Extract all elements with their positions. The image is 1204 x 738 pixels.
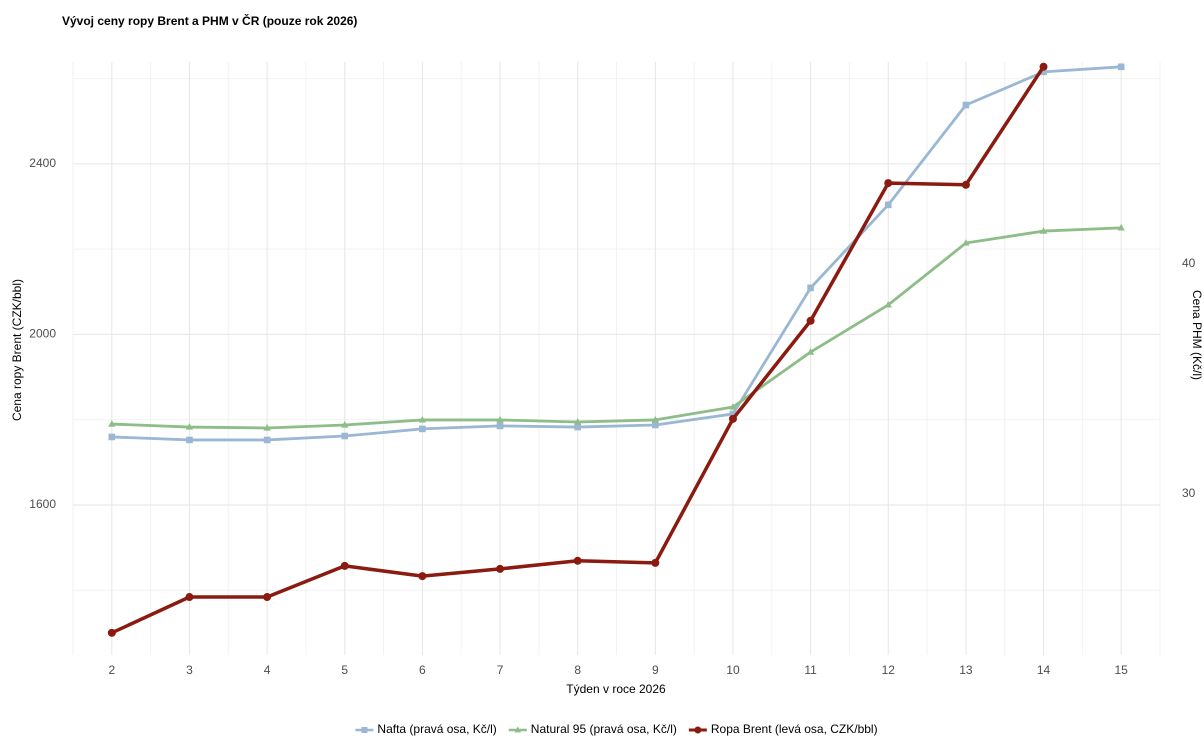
- marker: [884, 201, 892, 209]
- marker: [340, 561, 349, 570]
- marker: [108, 420, 116, 427]
- y-tick-label: 2000: [29, 327, 56, 341]
- x-tick-label: 2: [108, 663, 115, 677]
- plot: [107, 62, 1125, 637]
- marker: [806, 348, 815, 355]
- marker: [962, 239, 970, 246]
- legend-item: Nafta (pravá osa, Kč/l): [355, 722, 497, 736]
- marker: [728, 414, 737, 423]
- x-tick-label: 9: [652, 663, 659, 677]
- marker: [496, 422, 504, 430]
- marker: [263, 593, 272, 602]
- marker: [729, 410, 737, 418]
- y-axis-label: Cena ropy Brent (CZK/bbl): [10, 279, 24, 421]
- marker: [1117, 63, 1125, 71]
- marker: [496, 415, 504, 423]
- marker: [185, 423, 194, 430]
- marker: [341, 421, 349, 428]
- marker: [651, 558, 660, 567]
- marker: [729, 403, 737, 410]
- marker: [574, 418, 582, 425]
- marker: [361, 727, 368, 733]
- legend-label: Ropa Brent (levá osa, CZK/bbl): [711, 722, 878, 736]
- marker: [1117, 223, 1125, 231]
- marker: [186, 436, 193, 444]
- x-tick-label: 7: [497, 663, 504, 677]
- x-axis-label: Týden v roce 2026: [566, 682, 666, 696]
- marker: [263, 424, 271, 431]
- x-tick-label: 14: [1037, 663, 1051, 677]
- grid: 1600 2000 2400 30 40 2 3 4 5 6 7 8 9 10 11 12 13 14 15: [29, 62, 1196, 677]
- marker: [1039, 227, 1048, 234]
- marker: [108, 433, 116, 441]
- marker: [961, 180, 970, 189]
- x-tick-label: 15: [1114, 663, 1128, 677]
- series-line: [111, 226, 1122, 430]
- marker: [1040, 68, 1047, 76]
- series-line: [111, 65, 1122, 442]
- marker: [884, 179, 893, 188]
- x-tick-label: 12: [882, 663, 896, 677]
- legend-item: Ropa Brent (levá osa, CZK/bbl): [688, 722, 878, 736]
- marker: [651, 415, 659, 423]
- legend-label: Natural 95 (pravá osa, Kč/l): [531, 722, 677, 736]
- marker: [418, 415, 427, 423]
- marker: [573, 556, 582, 565]
- y2-axis-label: Cena PHM (Kč/l): [1190, 290, 1204, 380]
- marker: [652, 421, 659, 429]
- marker: [263, 436, 271, 444]
- chart-title: Vývoj ceny ropy Brent a PHM v ČR (pouze …: [62, 13, 357, 28]
- marker: [418, 572, 427, 581]
- x-tick-label: 4: [264, 663, 271, 677]
- marker: [107, 628, 116, 637]
- marker: [962, 101, 970, 109]
- x-tick-label: 5: [341, 663, 348, 677]
- marker: [694, 726, 702, 734]
- marker: [496, 564, 505, 573]
- y-tick-label: 2400: [29, 156, 56, 170]
- marker: [884, 300, 892, 308]
- marker: [574, 423, 581, 431]
- y-tick-label: 1600: [29, 497, 56, 511]
- x-tick-label: 3: [186, 663, 193, 677]
- marker: [419, 425, 426, 433]
- x-tick-label: 6: [419, 663, 426, 677]
- x-tick-label: 13: [959, 663, 973, 677]
- marker: [341, 432, 349, 440]
- legend: Nafta (pravá osa, Kč/l) Natural 95 (pravá…: [355, 722, 878, 736]
- legend-item: Natural 95 (pravá osa, Kč/l): [508, 722, 677, 736]
- marker: [807, 284, 814, 292]
- marker: [806, 316, 815, 325]
- marker: [1039, 62, 1048, 71]
- legend-label: Nafta (pravá osa, Kč/l): [377, 722, 496, 736]
- y2-tick-label: 30: [1182, 486, 1196, 500]
- x-tick-label: 11: [804, 663, 817, 677]
- y2-tick-label: 40: [1182, 256, 1196, 270]
- marker: [185, 593, 194, 602]
- x-tick-label: 10: [726, 663, 740, 677]
- x-tick-label: 8: [574, 663, 581, 677]
- marker: [514, 726, 522, 733]
